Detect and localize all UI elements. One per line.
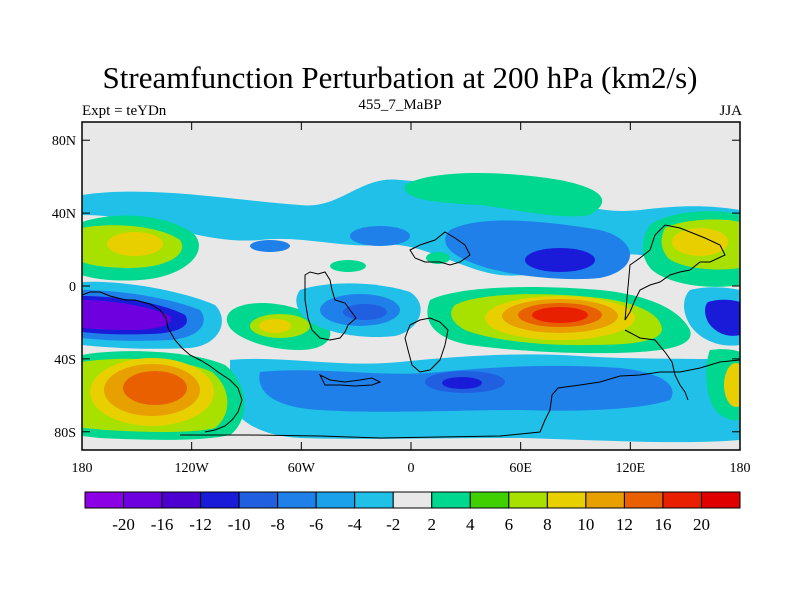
contour-central-green-2 <box>426 252 450 264</box>
colorbar-label: 10 <box>577 515 594 534</box>
colorbar-label: -4 <box>348 515 363 534</box>
coastline-asia-east <box>624 224 726 321</box>
colorbar-swatch <box>469 491 510 509</box>
colorbar-label: 12 <box>616 515 633 534</box>
x-tick-label: 60W <box>288 461 316 476</box>
colorbar-swatch <box>84 491 125 509</box>
y-tick-label: 0 <box>69 280 76 295</box>
colorbar-swatch <box>431 491 471 509</box>
colorbar-label: -16 <box>151 515 174 534</box>
contour-atlantic-north <box>350 226 410 246</box>
colorbar-swatch <box>200 491 240 509</box>
contour-pacific-north-small <box>250 240 290 252</box>
contour-indian-high-core <box>532 307 588 323</box>
x-tick-label: 120W <box>175 461 210 476</box>
contour-asia-low <box>525 248 595 272</box>
x-tick-label: 60E <box>509 461 532 476</box>
colorbar-label: -20 <box>112 515 135 534</box>
contour-south-pacific-low-4 <box>82 300 171 330</box>
contour-southern-pacific-high-core <box>123 371 187 405</box>
contour-north-pacific-high-right-core <box>672 228 728 256</box>
contour-east-pacific-low-2 <box>705 299 740 336</box>
axis-ticks: 180 120W 60W 0 60E 120E 180 80N 40N 0 40S 80S <box>52 122 751 476</box>
coastline-south-pacific-islands <box>624 329 689 401</box>
colorbar-swatch <box>508 491 548 509</box>
colorbar-swatch <box>700 491 741 509</box>
colorbar-label: 16 <box>654 515 671 534</box>
y-tick-label: 40N <box>52 207 76 222</box>
colorbar-swatch <box>546 491 587 509</box>
run-label: 455_7_MaBP <box>358 97 442 113</box>
coastline-south-america <box>318 373 382 387</box>
colorbar-label: -12 <box>189 515 212 534</box>
colorbar-swatch <box>392 491 433 509</box>
colorbar-swatch <box>123 491 163 509</box>
experiment-label: Expt = teYDn <box>82 103 167 119</box>
contour-south-atlantic-low-core <box>442 377 482 389</box>
colorbar-swatch <box>354 491 394 509</box>
y-tick-label: 40S <box>54 353 76 368</box>
colorbar-label: 4 <box>466 515 475 534</box>
season-label: JJA <box>719 103 742 119</box>
contour-atlantic-low-core <box>343 304 387 320</box>
colorbar-swatch <box>277 491 317 509</box>
contour-south-right-high-core <box>724 363 740 407</box>
colorbar-label: 20 <box>693 515 710 534</box>
chart-title: Streamfunction Perturbation at 200 hPa (… <box>102 60 698 95</box>
coastline-north-america <box>304 271 357 341</box>
colorbar-swatch <box>662 491 702 509</box>
colorbar-swatch <box>585 491 625 509</box>
contour-north-green <box>404 173 603 217</box>
colorbar-label: -2 <box>386 515 400 534</box>
colorbar-swatch <box>161 491 202 509</box>
colorbar-swatch <box>315 491 356 509</box>
coastline-pacific-small <box>82 291 243 433</box>
colorbar-label: -8 <box>271 515 285 534</box>
contour-north-pacific-high-left-core <box>107 232 163 256</box>
colorbar-label: -6 <box>309 515 323 534</box>
colorbar-label: -10 <box>228 515 251 534</box>
coastline-antarctica <box>180 359 740 439</box>
colorbar-swatch <box>623 491 664 509</box>
x-tick-label: 180 <box>730 461 751 476</box>
x-tick-label: 120E <box>616 461 646 476</box>
y-tick-label: 80N <box>52 134 76 149</box>
colorbar-label: 8 <box>543 515 552 534</box>
contour-field <box>82 173 740 443</box>
y-tick-label: 80S <box>54 426 76 441</box>
colorbar: -20 -16 -12 -10 -8 -6 -4 -2 2 4 6 8 10 12 16 20 <box>84 491 741 534</box>
x-tick-label: 0 <box>408 461 415 476</box>
contour-south-america-high-core <box>259 319 291 333</box>
x-tick-label: 180 <box>72 461 93 476</box>
contour-central-green <box>330 260 366 272</box>
colorbar-label: 6 <box>505 515 514 534</box>
colorbar-swatch <box>238 491 279 509</box>
coastlines <box>82 224 740 439</box>
coastline-west-africa <box>404 317 449 373</box>
coastline-africa-europe <box>409 231 471 266</box>
colorbar-label: 2 <box>428 515 437 534</box>
